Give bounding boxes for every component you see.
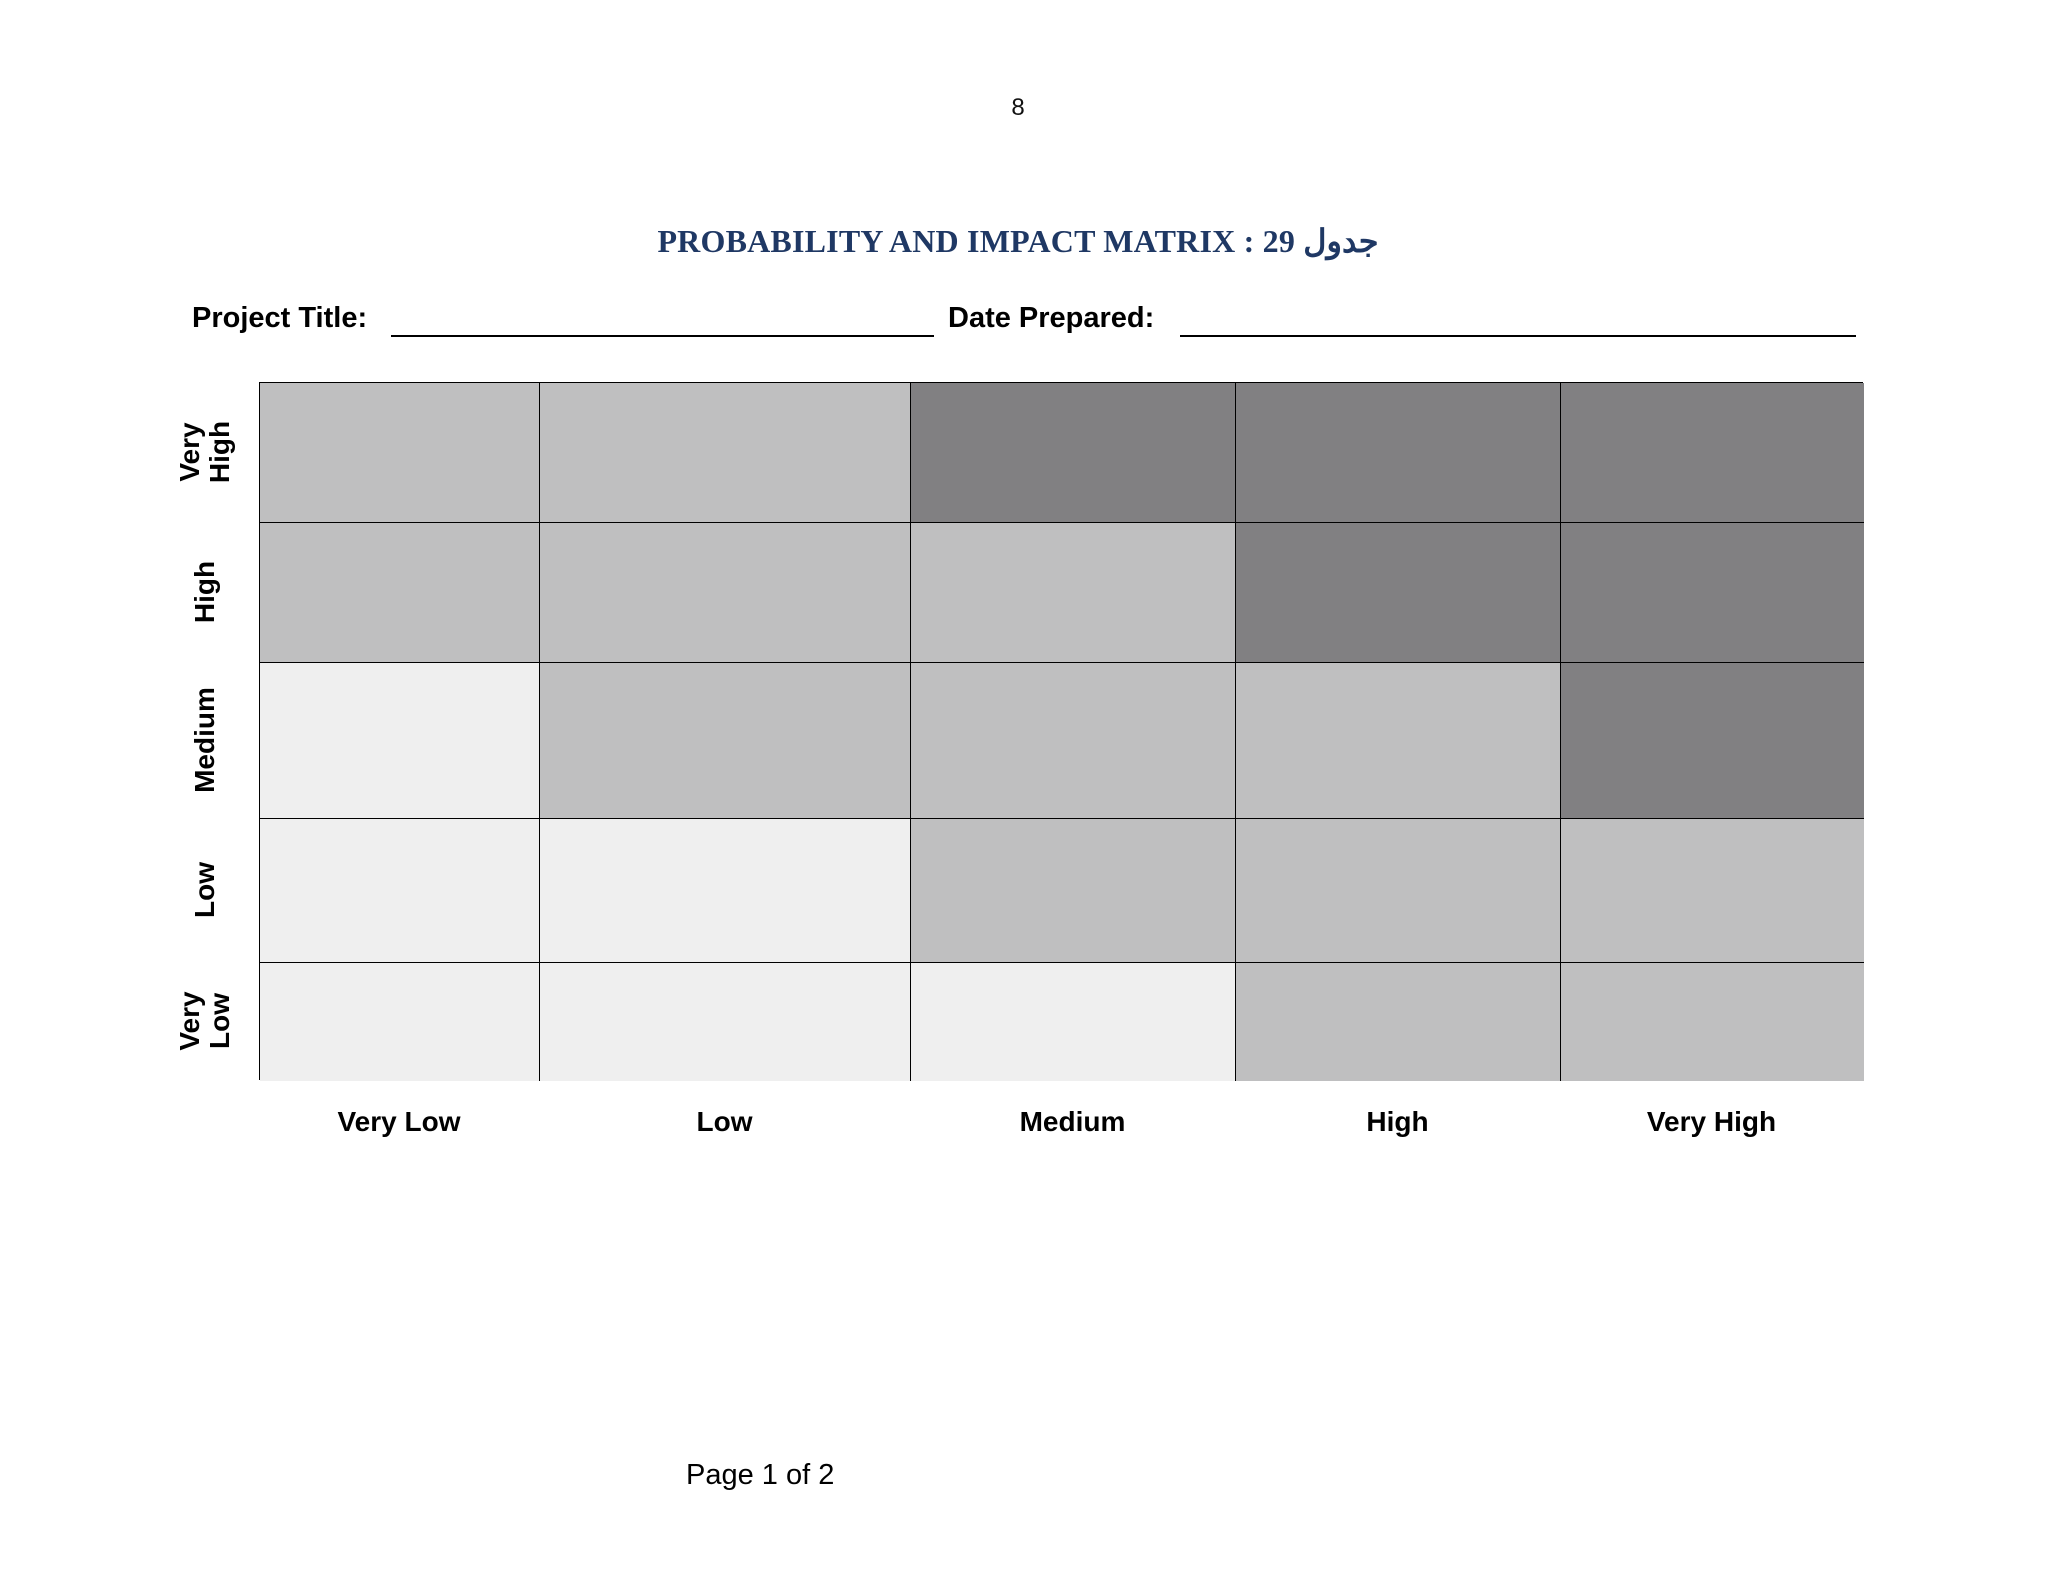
matrix-cell-high [1561, 663, 1864, 819]
page-indicator: Page 1 of 2 [686, 1459, 835, 1491]
date-prepared-label: Date Prepared: [948, 302, 1155, 334]
matrix-cell-high [1561, 383, 1864, 523]
matrix-cell-high [1561, 523, 1864, 663]
project-title-field[interactable] [391, 335, 934, 337]
matrix-cell-low [911, 963, 1236, 1081]
matrix-cell-medium [540, 663, 911, 819]
column-label-medium: Medium [1019, 1106, 1126, 1137]
matrix-cell-high [911, 383, 1236, 523]
column-label-low: Low [696, 1106, 753, 1137]
matrix-cell-high [1236, 383, 1561, 523]
probability-impact-matrix [259, 382, 1864, 1081]
matrix-cell-low [540, 819, 911, 963]
project-title-label: Project Title: [192, 302, 368, 334]
matrix-cell-medium [1236, 663, 1561, 819]
matrix-cell-low [260, 663, 540, 819]
row-label-very-high: Very High [174, 420, 235, 484]
matrix-cell-medium [911, 523, 1236, 663]
matrix-cell-medium [911, 663, 1236, 819]
matrix-cell-medium [1236, 819, 1561, 963]
matrix-cell-medium [1561, 963, 1864, 1081]
row-label-very-low-wrap: Very Low [150, 962, 260, 1080]
row-label-very-high-wrap: Very High [150, 382, 260, 522]
row-label-very-low: Very Low [174, 991, 235, 1051]
row-label-medium: Medium [189, 687, 220, 793]
date-prepared-field[interactable] [1180, 335, 1856, 337]
matrix-cell-medium [1236, 963, 1561, 1081]
matrix-cell-high [1236, 523, 1561, 663]
page-title: PROBABILITY AND IMPACT MATRIX : 29 جدول [657, 223, 1379, 259]
matrix-cell-medium [911, 819, 1236, 963]
row-label-high: High [189, 560, 220, 624]
matrix-cell-low [260, 819, 540, 963]
matrix-cell-low [260, 963, 540, 1081]
column-label-high: High [1366, 1106, 1429, 1137]
matrix-cell-medium [260, 383, 540, 523]
matrix-cell-low [540, 963, 911, 1081]
matrix-cell-medium [540, 383, 911, 523]
matrix-cell-medium [540, 523, 911, 663]
matrix-cell-medium [260, 523, 540, 663]
page-number: 8 [1011, 94, 1025, 121]
row-label-low: Low [189, 862, 220, 918]
column-label-very-low: Very Low [337, 1106, 461, 1137]
column-label-very-high: Very High [1646, 1106, 1777, 1137]
row-label-high-wrap: High [150, 522, 260, 662]
matrix-cell-medium [1561, 819, 1864, 963]
row-label-low-wrap: Low [150, 818, 260, 962]
row-label-medium-wrap: Medium [150, 662, 260, 818]
